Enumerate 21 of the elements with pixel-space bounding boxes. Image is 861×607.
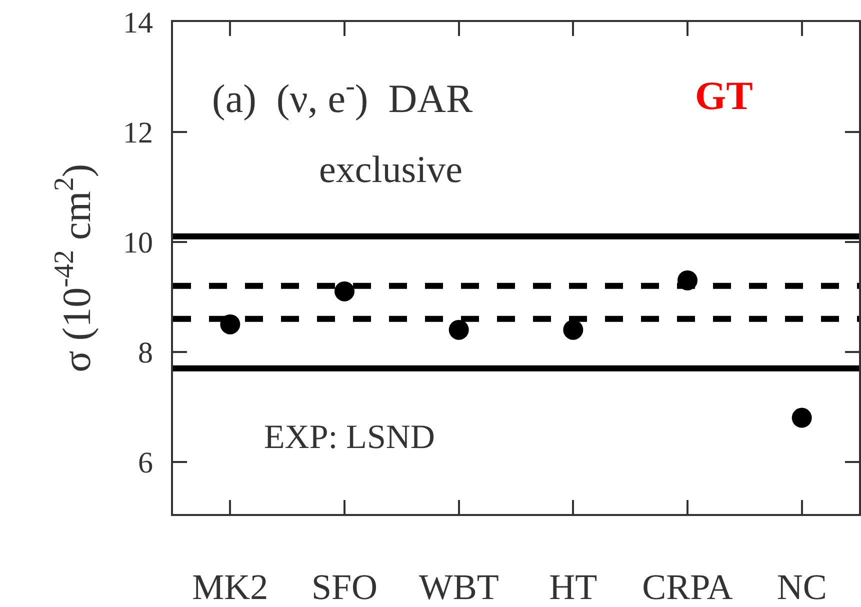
y-tick-label: 12	[123, 116, 153, 150]
y-tick-label: 10	[123, 226, 153, 260]
y-tick-label: 14	[123, 6, 153, 40]
annotation: GT	[695, 73, 754, 118]
point	[448, 320, 469, 340]
y-tick-label: 8	[138, 336, 153, 370]
point	[792, 408, 812, 428]
y-tick-label: 6	[138, 446, 153, 480]
point	[678, 270, 698, 290]
x-tick-label: CRPA	[642, 567, 733, 607]
x-tick-label: HT	[549, 567, 598, 607]
annotation: (a) (ν, e$^{-}$) DAR	[212, 71, 473, 121]
point	[334, 281, 354, 302]
point	[563, 320, 584, 340]
x-tick-label: NC	[776, 567, 827, 607]
x-tick-label: MK2	[192, 567, 268, 607]
x-tick-label: SFO	[311, 567, 378, 607]
annotation: EXP: LSND	[264, 419, 435, 456]
x-tick-label: WBT	[418, 567, 499, 607]
point	[220, 314, 240, 334]
annotation: exclusive	[319, 149, 463, 191]
